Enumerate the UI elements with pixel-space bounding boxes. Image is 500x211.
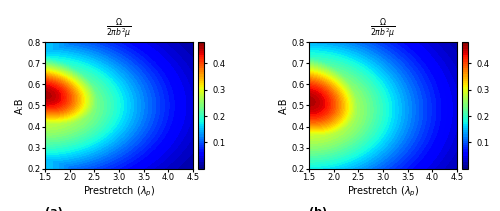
X-axis label: Prestretch ($\lambda_p$): Prestretch ($\lambda_p$) <box>346 185 419 199</box>
Y-axis label: A:B: A:B <box>15 97 25 114</box>
Y-axis label: A:B: A:B <box>279 97 289 114</box>
Title: $\frac{\Omega}{2\pi b^2 \mu}$: $\frac{\Omega}{2\pi b^2 \mu}$ <box>106 17 132 42</box>
Text: (b): (b) <box>309 207 327 211</box>
Text: (a): (a) <box>45 207 63 211</box>
Title: $\frac{\Omega}{2\pi b^2 \mu}$: $\frac{\Omega}{2\pi b^2 \mu}$ <box>370 17 396 42</box>
X-axis label: Prestretch ($\lambda_p$): Prestretch ($\lambda_p$) <box>82 185 155 199</box>
